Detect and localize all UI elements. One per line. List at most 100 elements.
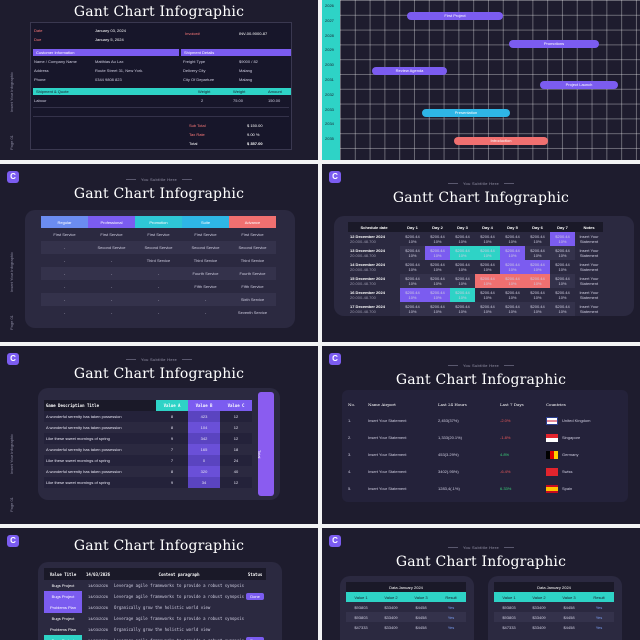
gantt-bar-review-agenda[interactable]: Review Agenda <box>372 67 447 75</box>
pricing-row: - - - Fifth Service Fifth Service <box>41 280 276 293</box>
values-cell: 165 <box>188 444 220 455</box>
pricing-cell: - <box>88 254 135 267</box>
schedule-cell: $200.44 10% <box>450 274 475 288</box>
schedule-date-sub: 20.000-48.700 <box>350 239 376 244</box>
airport-24h: 453(3.29%) <box>438 452 459 457</box>
subtitle: You Subtitle Here <box>0 177 318 182</box>
schedule-cell-value: $200.44 <box>505 304 520 309</box>
shipment-val-0: $9000 / 82 <box>239 59 258 64</box>
content-date: 14/03/2026 <box>87 594 109 599</box>
schedule-cell-pct: 10% <box>508 309 517 314</box>
slide-game-values[interactable]: C You Subtitle Here Gant Chart Infograph… <box>0 346 318 524</box>
schedule-cell: $200.44 10% <box>475 288 500 302</box>
schedule-cell-value: $200.44 <box>405 276 420 281</box>
item-qty: 2 <box>201 98 204 103</box>
schedule-cell-value: $200.44 <box>555 276 570 281</box>
schedule-cell-value: $200.44 <box>505 262 520 267</box>
schedule-cell: $200.44 10% <box>400 288 425 302</box>
pricing-row: - Second Service Second Service Second Serv… <box>41 241 276 254</box>
content-title: Bugs Project <box>44 591 82 602</box>
airport-7d: -6.4% <box>500 469 511 474</box>
due-label: Due <box>34 37 42 42</box>
slide-invoice[interactable]: Gant Chart Infographic Insert Your Infog… <box>0 0 318 160</box>
shipment-val-2: Malang <box>239 77 253 82</box>
gantt-bar-introduction[interactable]: Introduction <box>454 137 548 145</box>
schedule-cell-value: $200.44 <box>405 290 420 295</box>
gantt-bar-project-launch[interactable]: Project Launch <box>540 81 618 89</box>
content-table: Value Title 14/03/2026 Content paragraph St… <box>44 568 267 640</box>
values-row: A wonderful serenity has taken possessio… <box>44 444 252 455</box>
values-cell: 7 <box>156 444 188 455</box>
schedule-cell-pct: 10% <box>458 295 467 300</box>
content-date: 14/03/2026 <box>82 635 114 640</box>
values-cell: A wonderful serenity has taken possessio… <box>44 411 156 422</box>
schedule-cell-pct: 10% <box>433 253 442 258</box>
data-cell: $4458 <box>554 612 584 622</box>
schedule-cell-pct: 10% <box>533 281 542 286</box>
divider <box>33 107 289 108</box>
values-header: Game Description Title <box>44 400 156 411</box>
airport-no: 4. <box>348 469 352 474</box>
page-number: Page 01 <box>9 497 14 512</box>
slide-airports[interactable]: C You Subtitle Here Gant Chart Infograph… <box>322 346 640 524</box>
gantt-date-label: 2027 <box>325 17 334 23</box>
content-status: Done <box>244 635 266 640</box>
item-name: Labour <box>34 98 47 103</box>
gantt-bar-promotions[interactable]: Promotions <box>509 40 599 48</box>
gantt-bar-presentation[interactable]: Presentation <box>422 109 510 117</box>
pricing-cell: Seventh Service <box>229 306 276 319</box>
schedule-cell: $200.44 10% <box>425 260 450 274</box>
gantt-date-label: 2035 <box>325 136 334 142</box>
schedule-cell: $200.44 10% <box>450 288 475 302</box>
schedule-row: 17 December 2024 20.000-48.700 $200.44 10% $… <box>348 302 603 316</box>
schedule-row: 12 December 2024 20.000-48.700 $200.44 10% $… <box>348 232 603 246</box>
schedule-cell-pct: 10% <box>533 267 542 272</box>
schedule-cell: $200.44 10% <box>525 288 550 302</box>
schedule-cell-value: $200.44 <box>530 248 545 253</box>
data-cell: $93803 <box>346 612 376 622</box>
gantt-bar-first-project[interactable]: First Project <box>407 12 503 20</box>
slide-gantt[interactable]: 2026 2027 2028 2029 2030 2031 2032 2033 2034 2035… <box>322 0 640 160</box>
slide-title: Gant Chart Infographic <box>395 372 567 388</box>
schedule-cell-pct: 10% <box>408 281 417 286</box>
slide-pricing[interactable]: C You Subtitle Here Gant Chart Infograph… <box>0 164 318 342</box>
data-table-right: Data January 2024 Value 1 Value 2 Value 3 Re… <box>494 582 614 632</box>
schedule-cell: $200.44 10% <box>400 232 425 246</box>
schedule-cell: $200.44 10% <box>500 288 525 302</box>
airports-header: Name Airport <box>368 401 396 407</box>
status-badge[interactable]: Done <box>246 637 264 640</box>
content-status <box>244 580 266 591</box>
data-cell: Yes <box>436 602 466 612</box>
pricing-table: Regular Professional Promotion Suite Advance… <box>41 216 276 319</box>
airport-name: Insert Your Statement <box>368 418 407 423</box>
status-badge[interactable]: Done <box>246 593 264 600</box>
schedule-header: Schedule date <box>348 222 400 232</box>
schedule-table: Schedule date Day 1 Day 2 Day 3 Day 4 Day 5 Da… <box>348 222 603 316</box>
gantt-date-label: 2028 <box>325 32 334 38</box>
values-cell: 9 <box>156 477 188 488</box>
schedule-cell-pct: 10% <box>558 239 567 244</box>
schedule-cell-value: $200.44 <box>555 262 570 267</box>
subtitle: You Subtitle Here <box>322 363 640 368</box>
schedule-header: Day 3 <box>450 222 475 232</box>
airports-header: No. <box>348 401 356 407</box>
pricing-cell: - <box>41 267 88 280</box>
slide-data-tables[interactable]: C You Subtitle Here Gant Chart Infograph… <box>322 528 640 640</box>
values-table: Game Description Title Value A Value B Valu… <box>44 400 252 488</box>
slide-content-list[interactable]: C Gant Chart Infographic Value Title 14/0… <box>0 528 318 640</box>
schedule-date-title: 12 December 2024 <box>350 234 385 239</box>
schedule-cell-value: $200.44 <box>455 290 470 295</box>
schedule-header: Day 4 <box>475 222 500 232</box>
values-cell: Like these sweet mornings of spring <box>44 477 156 488</box>
airport-no: 1. <box>348 418 352 423</box>
pricing-cell: - <box>41 306 88 319</box>
values-header: Value B <box>188 400 220 411</box>
pricing-cell: - <box>135 306 182 319</box>
vertical-label: Insert Your Infographic <box>9 71 14 112</box>
airports-row: 2. Insert Your Statement 1,333(20.1%) -1.8%… <box>348 429 618 446</box>
schedule-cell-value: $200.44 <box>455 304 470 309</box>
data-cell: $4458 <box>406 602 436 612</box>
slide-schedule[interactable]: C You Subtitle Here Gantt Chart Infograp… <box>322 164 640 342</box>
schedule-cell: $200.44 10% <box>500 246 525 260</box>
gantt-date-column: 2026 2027 2028 2029 2030 2031 2032 2033 2034 2035 <box>322 0 340 160</box>
